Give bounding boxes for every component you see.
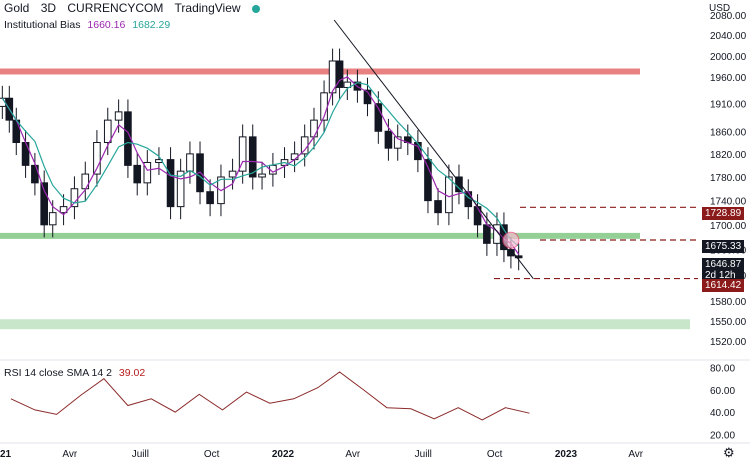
time-tick-label: Avr: [628, 449, 643, 460]
price-tick-label: 2000.00: [710, 52, 747, 63]
candle: [48, 212, 57, 226]
candle: [514, 255, 523, 259]
indicator-value-1: 1660.16: [87, 19, 126, 31]
rsi-tick-label: 20.00: [710, 430, 735, 441]
candle: [31, 164, 39, 184]
price-tick-label: 1960.00: [710, 73, 747, 84]
gear-icon[interactable]: ⚙: [723, 445, 735, 460]
candle: [343, 81, 352, 88]
time-tick-label: 2022: [272, 449, 295, 460]
price-tick-label: 2040.00: [710, 31, 747, 42]
upper-price-tag: 1728.89: [702, 207, 745, 220]
candle: [40, 182, 49, 226]
candle: [310, 119, 318, 138]
rsi-pane[interactable]: [0, 371, 690, 423]
candle: [374, 103, 383, 132]
candle: [424, 159, 432, 202]
lower-price-tag: 1614.42: [702, 279, 745, 292]
price-tick-label: 1910.00: [710, 100, 747, 111]
candle: [228, 170, 237, 178]
trendline: [333, 19, 534, 280]
candle: [300, 136, 309, 155]
indicator-legend[interactable]: Institutional Bias 1660.16 1682.29: [4, 19, 170, 31]
market-status-icon: [251, 4, 260, 13]
support-zone: [0, 232, 640, 239]
candle: [434, 200, 442, 214]
time-tick-label: Oct: [204, 449, 220, 460]
candle: [238, 136, 247, 172]
price-tick-label: 1860.00: [710, 127, 747, 138]
rsi-legend[interactable]: RSI 14 close SMA 14 2 39.02: [4, 367, 145, 379]
price-tick-label: 1550.00: [710, 317, 747, 328]
candle: [21, 142, 30, 166]
rsi-tick-label: 80.00: [710, 364, 735, 375]
currency-label[interactable]: USD: [709, 3, 731, 14]
source-label: CURRENCYCOM: [67, 1, 164, 15]
last-price: 1646.87: [705, 259, 742, 270]
price-tick-label: 1780.00: [710, 173, 747, 184]
rsi-tick-label: 60.00: [710, 386, 735, 397]
price-tick-label: 1520.00: [710, 337, 747, 348]
rsi-label: RSI 14 close SMA 14 2: [4, 367, 112, 379]
candle: [59, 206, 68, 214]
price-tick-label: 1820.00: [710, 150, 747, 161]
interval-label[interactable]: 3D: [40, 1, 57, 15]
platform-label: TradingView: [174, 1, 241, 15]
indicator-value-2: 1682.29: [132, 19, 171, 31]
time-tick-label: 2023: [555, 449, 578, 460]
ma-fast-line: [1, 76, 520, 255]
candle: [176, 170, 185, 208]
ma-slow-line: [1, 81, 520, 247]
candle: [483, 224, 491, 244]
candle: [103, 119, 112, 144]
candle: [166, 159, 175, 208]
price-tick-label: 1580.00: [710, 297, 747, 308]
time-tick-label: Oct: [487, 449, 503, 460]
candle: [384, 130, 393, 149]
time-tick-label: Juill: [415, 449, 432, 460]
symbol-name[interactable]: Gold: [4, 1, 30, 15]
bar-countdown: 2d 12h: [705, 270, 736, 281]
candle: [335, 60, 344, 88]
candle: [206, 191, 214, 205]
price-tick-label: 1740.00: [710, 197, 747, 208]
mid-price-tag: 1675.33: [702, 240, 745, 253]
time-tick-label: Avr: [62, 449, 77, 460]
retest-marker: [502, 231, 520, 249]
support-zone: [0, 319, 690, 330]
candle: [258, 173, 266, 178]
candle: [393, 136, 402, 149]
time-tick-label: Avr: [345, 449, 360, 460]
rsi-line: [10, 371, 530, 421]
chart-header: Gold 3D CURRENCYCOM TradingView: [4, 1, 268, 15]
price-tick-label: 1700.00: [710, 221, 747, 232]
resistance-zone: [0, 68, 640, 75]
indicator-name: Institutional Bias: [4, 19, 81, 31]
rsi-tick-label: 40.00: [710, 408, 735, 419]
candle: [133, 164, 142, 184]
candle: [248, 136, 257, 178]
candle: [414, 142, 422, 161]
time-tick-label: 2021: [0, 449, 12, 460]
candle: [186, 153, 194, 172]
time-tick-label: Juill: [132, 449, 149, 460]
rsi-value: 39.02: [118, 367, 146, 379]
candle: [70, 188, 79, 208]
candle: [143, 161, 152, 184]
last-price-tag: 1646.87 2d 12h: [702, 258, 745, 282]
price-tick-label: 2080.00: [710, 11, 747, 22]
price-pane[interactable]: [0, 19, 698, 330]
candle: [93, 142, 101, 175]
candle: [114, 111, 123, 121]
